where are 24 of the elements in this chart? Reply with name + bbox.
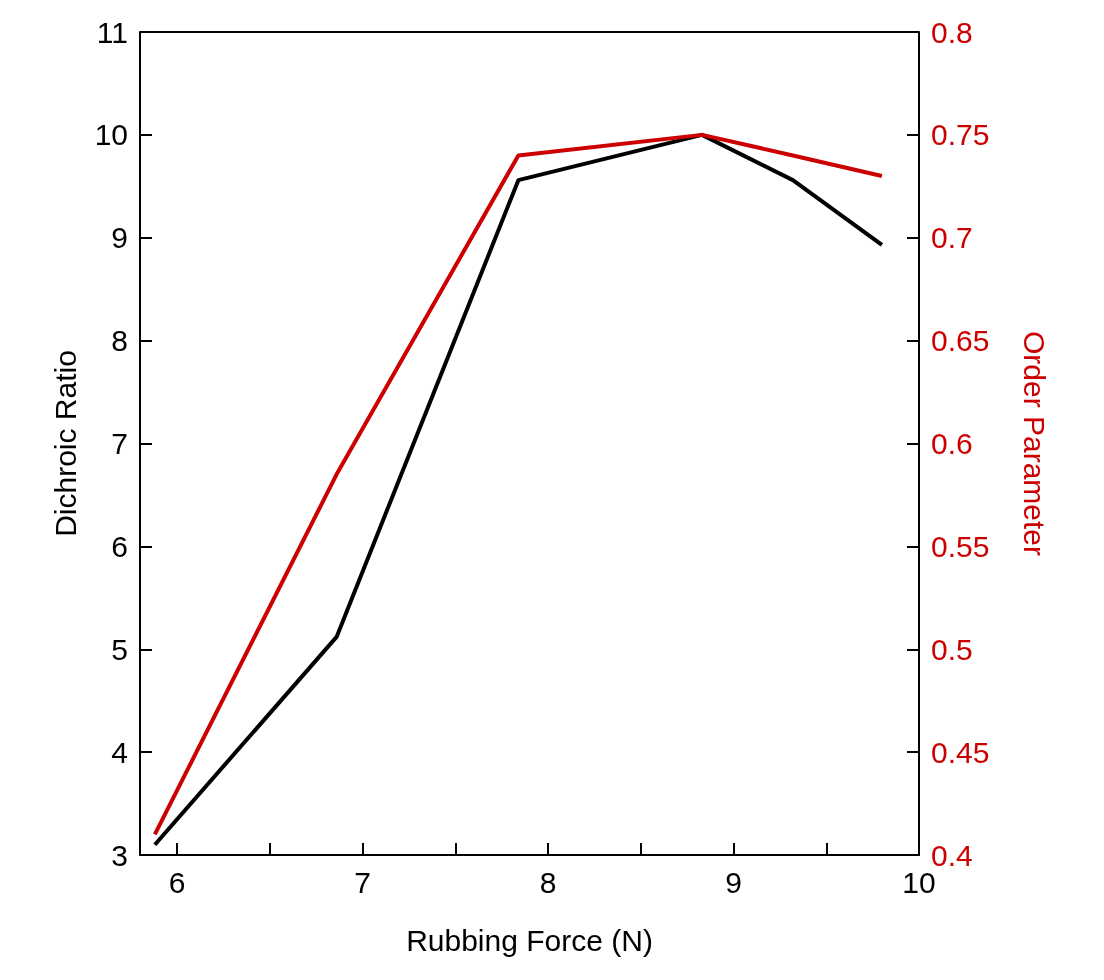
y-tick-label: 9 [111, 221, 128, 255]
y-tick-label: 10 [94, 118, 128, 152]
x-tick-label: 6 [168, 865, 186, 899]
y2-tick-label: 0.6 [931, 427, 973, 460]
y-tick-label: 5 [111, 632, 128, 666]
y-tick-label: 7 [111, 427, 128, 460]
x-tick-label: 7 [354, 865, 371, 899]
y-axis-title: Dichroic Ratio [48, 350, 82, 537]
y-tick-label: 4 [111, 735, 128, 769]
x-tick-label: 8 [539, 865, 557, 899]
y-tick-label: 8 [111, 324, 128, 358]
y2-tick-label: 0.5 [931, 632, 973, 666]
y2-tick-label: 0.55 [931, 529, 990, 563]
x-axis-title: Rubbing Force (N) [406, 923, 653, 957]
x-tick-label: 9 [725, 865, 742, 899]
y2-tick-label: 0.8 [931, 15, 973, 49]
y2-tick-label: 0.75 [931, 118, 990, 152]
y2-tick-label: 0.7 [931, 221, 973, 255]
y2-tick-label: 0.65 [931, 324, 990, 358]
y2-tick-label: 0.45 [931, 735, 990, 769]
y-tick-label: 6 [111, 529, 128, 563]
y-tick-label: 3 [111, 838, 128, 872]
y2-axis-title: Order Parameter [1017, 330, 1051, 557]
y-tick-label: 11 [96, 15, 128, 49]
